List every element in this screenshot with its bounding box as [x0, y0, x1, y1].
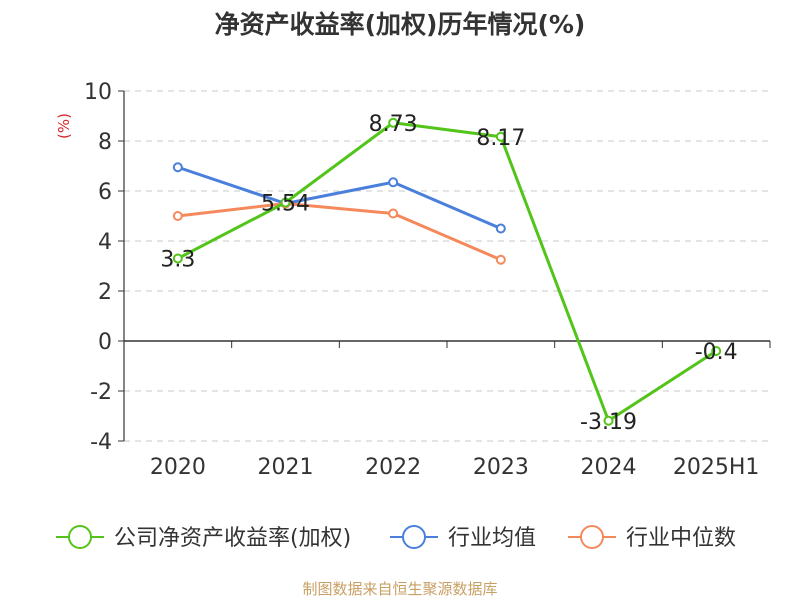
legend-item-2[interactable]: 行业中位数: [568, 525, 736, 551]
series-line-0: [177, 121, 717, 423]
y-tick-label: 6: [98, 180, 112, 205]
x-tick-label: 2023: [473, 455, 529, 480]
data-point[interactable]: [495, 223, 506, 234]
legend-label: 行业均值: [448, 526, 536, 551]
legend-marker: [68, 525, 92, 549]
legend-item-0[interactable]: 公司净资产收益率(加权): [56, 525, 351, 551]
x-tick-label: 2022: [365, 455, 421, 480]
data-point[interactable]: [388, 117, 399, 128]
y-tick-label: 10: [84, 80, 112, 105]
series-line-2: [177, 202, 502, 262]
data-point[interactable]: [495, 131, 506, 142]
series-line-1: [177, 165, 502, 230]
data-labels: 3.3 5.54 8.73 8.17 -3.19 -0.4: [160, 112, 737, 435]
data-point[interactable]: [172, 211, 183, 221]
legend-item-1[interactable]: 行业均值: [390, 525, 536, 551]
data-label: 3.3: [160, 248, 195, 273]
legend-label: 公司净资产收益率(加权): [114, 526, 351, 551]
data-point[interactable]: [603, 415, 614, 426]
chart-title: 净资产收益率(加权)历年情况(%): [215, 10, 586, 39]
data-point[interactable]: [388, 208, 399, 219]
y-tick-label: 0: [98, 330, 112, 355]
data-label: -3.19: [580, 410, 637, 435]
data-point[interactable]: [172, 253, 183, 264]
data-point[interactable]: [280, 197, 291, 208]
legend[interactable]: 公司净资产收益率(加权) 行业均值 行业中位数: [56, 525, 736, 551]
x-tick-label: 2021: [258, 455, 314, 480]
data-point[interactable]: [711, 346, 722, 356]
grid-lines: [124, 90, 770, 442]
data-label: 5.54: [261, 192, 310, 217]
source-note: 制图数据来自恒生聚源数据库: [302, 580, 497, 598]
y-tick-label: 4: [98, 230, 112, 255]
y-axis-unit: (%): [55, 113, 73, 139]
legend-label: 行业中位数: [626, 526, 736, 551]
data-label: 8.17: [476, 126, 525, 151]
y-tick-label: 8: [98, 130, 112, 155]
y-tick-label: 2: [98, 280, 112, 305]
x-tick-label: 2025H1: [673, 455, 760, 480]
y-tick-label: -2: [90, 380, 112, 405]
x-tick-label: 2024: [581, 455, 637, 480]
data-label: -0.4: [695, 340, 738, 365]
data-point[interactable]: [172, 162, 183, 173]
data-label: 8.73: [369, 112, 418, 137]
legend-marker: [580, 525, 604, 549]
data-point[interactable]: [388, 177, 399, 188]
legend-marker: [402, 525, 426, 549]
x-tick-label: 2020: [150, 455, 206, 480]
data-point[interactable]: [495, 254, 506, 265]
y-tick-label: -4: [90, 430, 112, 455]
axes: 10 8 6 4 2 0 -2 -4 2020 2021 2022 2023 2024 2025H1: [84, 80, 771, 480]
series-lines: [172, 117, 722, 426]
